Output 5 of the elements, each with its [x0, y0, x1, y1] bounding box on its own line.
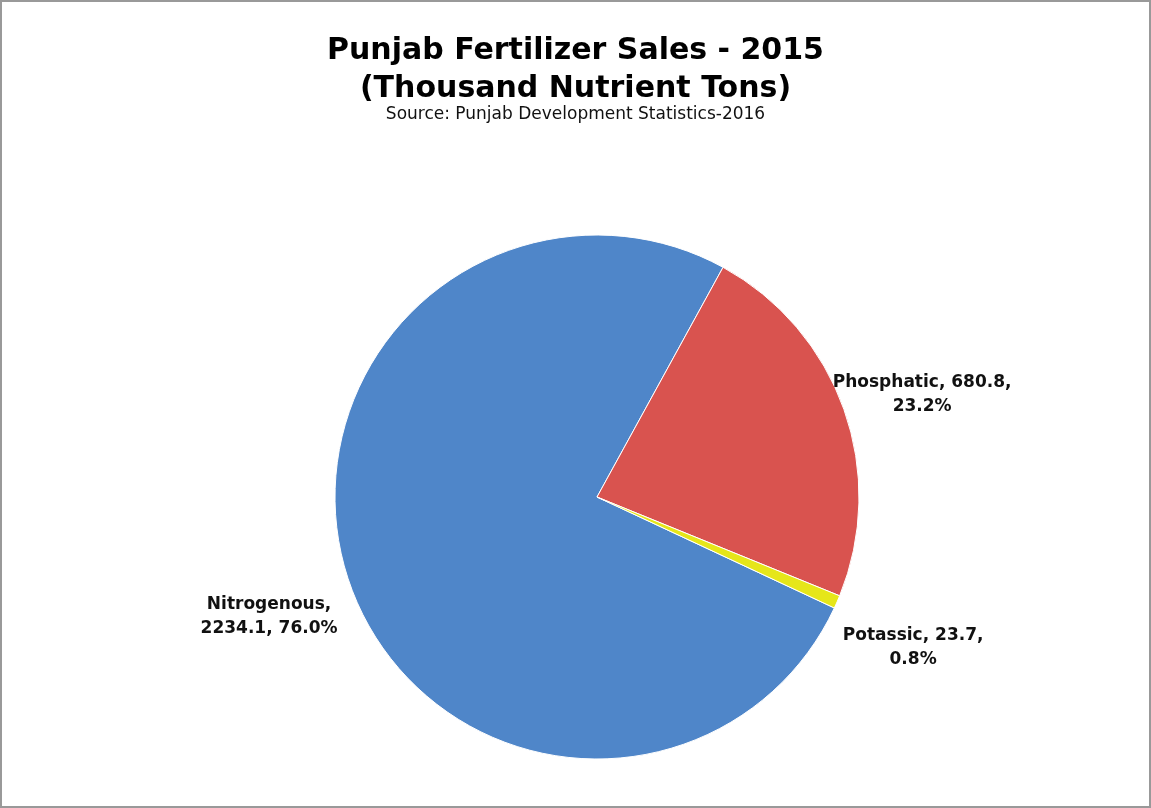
- slice-label: Phosphatic, 680.8, 23.2%: [832, 370, 1012, 415]
- slice-label: Nitrogenous, 2234.1, 76.0%: [200, 593, 338, 638]
- slice-label: Potassic, 23.7, 0.8%: [842, 624, 984, 669]
- chart-title: Punjab Fertilizer Sales - 2015 (Thousand Nutrient Tons): [327, 31, 824, 104]
- source-note: Source: Punjab Development Statistics-2016: [385, 103, 766, 123]
